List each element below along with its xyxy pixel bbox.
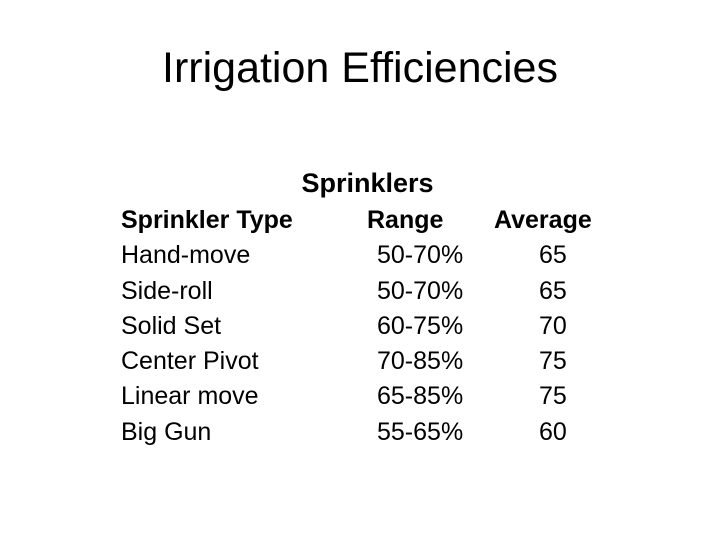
cell-range: 50-70% [377,276,464,305]
cell-average: 65 [539,276,567,305]
cell-range: 60-75% [377,311,464,340]
cell-sprinkler-type: Side-roll [121,276,213,305]
sprinkler-table: Sprinkler Type Range Average Hand-move 5… [121,203,621,450]
cell-range: 65-85% [377,382,464,411]
cell-sprinkler-type: Solid Set [121,311,222,340]
cell-average: 75 [539,382,567,411]
table-row: Hand-move 50-70% 65 [121,238,621,273]
table-heading: Sprinklers [301,168,434,198]
table-row: Big Gun 55-65% 60 [121,415,621,450]
cell-average: 70 [539,311,567,340]
header-range: Range [367,206,444,234]
cell-sprinkler-type: Center Pivot [121,347,259,376]
table-header-row: Sprinkler Type Range Average [121,203,621,238]
cell-range: 70-85% [377,347,464,376]
cell-sprinkler-type: Hand-move [121,241,251,270]
cell-sprinkler-type: Big Gun [121,417,212,446]
table-row: Center Pivot 70-85% 75 [121,344,621,379]
cell-average: 60 [539,417,567,446]
table-row: Solid Set 60-75% 70 [121,309,621,344]
slide-title: Irrigation Efficiencies [162,44,558,92]
header-average: Average [494,206,592,234]
cell-average: 65 [539,241,567,270]
cell-range: 50-70% [377,241,464,270]
cell-average: 75 [539,347,567,376]
table-row: Linear move 65-85% 75 [121,379,621,414]
cell-range: 55-65% [377,417,464,446]
cell-sprinkler-type: Linear move [121,382,259,411]
header-sprinkler-type: Sprinkler Type [121,206,293,234]
table-row: Side-roll 50-70% 65 [121,274,621,309]
